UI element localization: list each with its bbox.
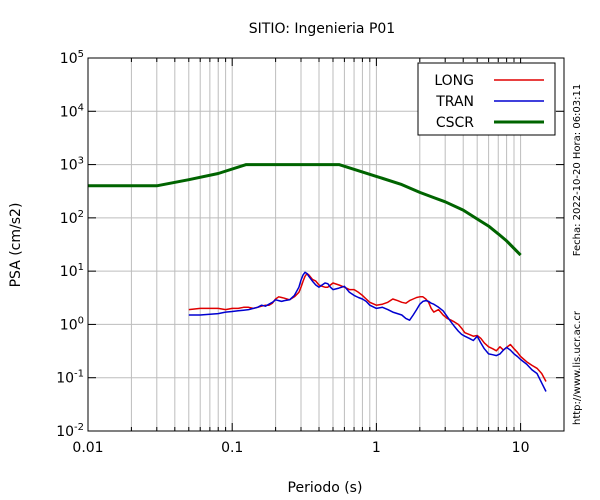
x-tick-label: 0.01: [72, 440, 103, 456]
y-axis-label: PSA (cm/s2): [8, 203, 24, 288]
y-tick-label: 104: [60, 102, 84, 120]
tick-marks: [87, 57, 565, 432]
y-tick-label: 102: [60, 209, 84, 227]
y-tick-label: 10-2: [56, 422, 84, 440]
y-tick-label: 101: [60, 262, 84, 280]
legend-label-long: LONG: [434, 73, 474, 89]
x-tick-label: 1: [372, 440, 381, 456]
chart-title: SITIO: Ingenieria P01: [249, 21, 395, 37]
legend: LONG TRAN CSCR: [417, 62, 556, 136]
source-url-label: http://www.lis.ucr.ac.cr: [572, 310, 583, 425]
plot-frame: [87, 57, 565, 432]
date-time-label: Fecha: 2022-10-20 Hora: 06:03:11: [572, 84, 583, 257]
y-tick-label: 103: [60, 156, 84, 174]
legend-label-tran: TRAN: [435, 94, 474, 110]
series-lines: [88, 163, 547, 392]
y-tick-label: 100: [60, 315, 84, 333]
x-axis-tick-labels: 0.01 0.1 1 10: [72, 440, 529, 456]
y-axis-tick-labels: 10-2 10-1 100 101 102 103 104 105: [56, 49, 84, 440]
y-tick-label: 105: [60, 49, 84, 67]
legend-label-cscr: CSCR: [436, 115, 474, 131]
y-tick-label: 10-1: [56, 369, 84, 387]
x-axis-label: Periodo (s): [288, 480, 363, 496]
x-tick-label: 0.1: [221, 440, 243, 456]
x-tick-label: 10: [512, 440, 530, 456]
series-line-tran: [188, 271, 547, 392]
series-line-cscr: [88, 163, 522, 257]
